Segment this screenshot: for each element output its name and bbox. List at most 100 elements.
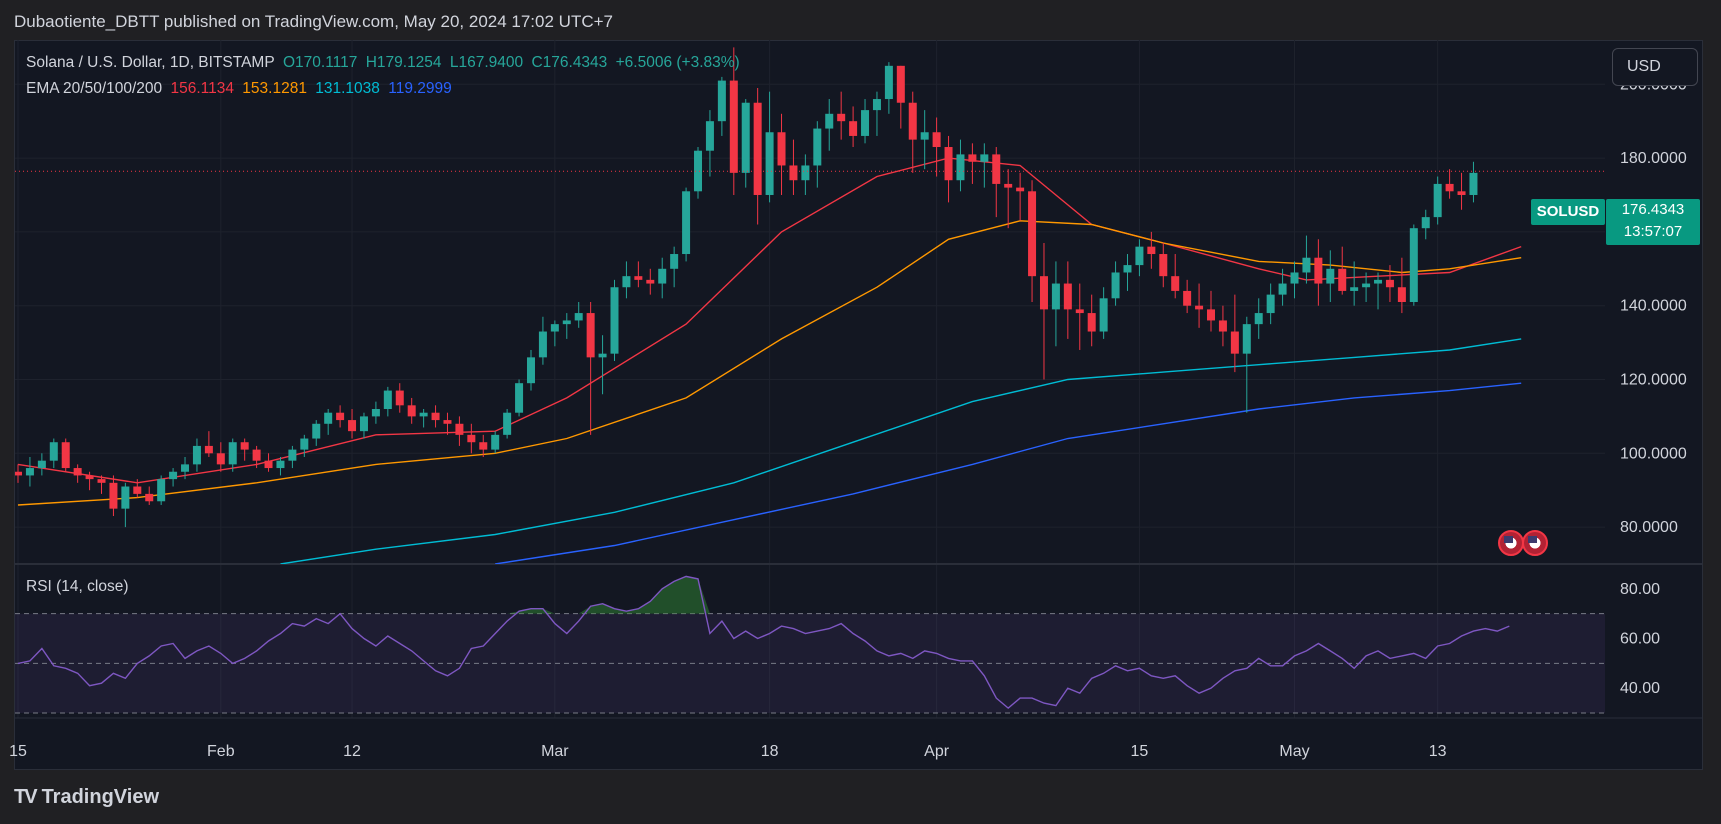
candle-body	[920, 132, 929, 140]
candle-body	[204, 445, 213, 454]
last-price-value: 176.4343	[1621, 201, 1685, 218]
time-axis-label: Mar	[541, 743, 569, 760]
candle-body	[765, 132, 774, 195]
currency-button[interactable]: USD	[1612, 48, 1698, 86]
candle-body	[467, 434, 476, 443]
candle-body	[73, 468, 82, 476]
candle-body	[97, 479, 106, 483]
time-axis-label: 15	[1131, 743, 1149, 760]
candle-body	[992, 154, 1001, 184]
candle-body	[586, 313, 595, 358]
candle-body	[1397, 287, 1406, 302]
candle-body	[741, 102, 750, 173]
candle-body	[622, 276, 631, 288]
candle-body	[479, 442, 488, 450]
candle-body	[646, 279, 655, 284]
candle-body	[383, 390, 392, 410]
candle-body	[813, 128, 822, 166]
candle-body	[1111, 272, 1120, 299]
candle-body	[538, 331, 547, 358]
candle-body	[1254, 313, 1263, 325]
candle-body	[1207, 309, 1215, 321]
candle-body	[753, 102, 762, 195]
candle-body	[37, 460, 46, 469]
tradingview-brand[interactable]: TV TradingView	[14, 786, 159, 809]
candle-body	[216, 453, 225, 465]
candle-body	[526, 357, 535, 384]
candle-body	[1159, 254, 1168, 277]
candle-body	[133, 486, 142, 494]
candle-body	[240, 442, 249, 450]
candle-body	[825, 113, 834, 129]
chart-frame[interactable]	[14, 40, 1703, 770]
rsi-legend[interactable]: RSI (14, close)	[26, 578, 133, 596]
ema100-value: 131.1038	[315, 80, 380, 97]
us-flag-icon[interactable]	[1498, 530, 1524, 556]
price-axis-label: 180.0000	[1620, 150, 1687, 167]
candle-body	[49, 442, 58, 461]
ema50-value: 153.1281	[242, 80, 307, 97]
time-axis-label: 18	[761, 743, 779, 760]
candle-body	[407, 405, 416, 417]
candle-body	[1075, 309, 1084, 314]
low-value: L167.9400	[449, 54, 524, 71]
symbol-tag: SOLUSD	[1531, 199, 1605, 225]
candle-body	[1051, 283, 1060, 310]
candle-body	[550, 324, 559, 332]
rsi-line	[17, 575, 1510, 710]
rsi-overbought-fill	[507, 608, 555, 614]
rsi-overbought-fill	[578, 576, 710, 614]
candle-body	[884, 65, 893, 100]
candle-body	[801, 165, 810, 181]
candle-body	[145, 493, 154, 502]
price-axis-label: 120.0000	[1620, 371, 1687, 388]
candle-body	[1314, 257, 1323, 284]
candle-body	[980, 154, 989, 162]
change-value: +6.5006 (+3.83%)	[615, 54, 740, 71]
candle-body	[1028, 191, 1037, 277]
time-axis-label: 15	[9, 743, 27, 760]
price-axis-label: 80.0000	[1620, 519, 1678, 536]
candle-body	[610, 287, 619, 354]
candle-body	[956, 154, 965, 181]
candle-body	[1409, 228, 1418, 302]
candle-body	[25, 468, 34, 476]
candle-body	[1350, 287, 1359, 291]
candle-body	[789, 165, 798, 181]
us-flag-icon[interactable]	[1522, 530, 1548, 556]
candle-body	[1242, 324, 1251, 354]
candle-body	[264, 460, 273, 469]
last-price-tag: 176.4343 13:57:07	[1606, 199, 1700, 245]
candle-body	[1266, 294, 1275, 314]
candle-body	[658, 268, 667, 284]
candle-body	[1039, 276, 1048, 310]
candle-body	[598, 353, 607, 358]
bar-countdown: 13:57:07	[1623, 223, 1683, 240]
high-value: H179.1254	[365, 54, 442, 71]
rsi-label: RSI (14, close)	[26, 578, 129, 595]
candle-body	[1290, 272, 1299, 284]
candle-body	[729, 80, 738, 173]
candle-body	[431, 412, 440, 421]
candle-body	[1016, 187, 1025, 192]
time-axis-label: 13	[1429, 743, 1447, 760]
candle-body	[777, 132, 786, 166]
candle-body	[1445, 183, 1454, 192]
ema-label: EMA 20/50/100/200	[26, 80, 163, 97]
candle-body	[1218, 320, 1227, 332]
candle-body	[1278, 283, 1287, 295]
ema-legend[interactable]: EMA 20/50/100/200 156.1134 153.1281 131.…	[26, 80, 456, 98]
open-value: O170.1117	[282, 54, 358, 71]
symbol-label[interactable]: Solana / U.S. Dollar, 1D, BITSTAMP	[26, 54, 275, 71]
candle-body	[1087, 313, 1096, 332]
candle-body	[1123, 265, 1132, 273]
candle-body	[61, 442, 70, 469]
price-axis-label: 140.0000	[1620, 298, 1687, 315]
candle-body	[682, 191, 691, 255]
time-axis-label: 12	[343, 743, 361, 760]
candle-body	[443, 420, 452, 424]
candle-body	[181, 464, 190, 472]
candle-body	[515, 383, 524, 413]
brand-name: TradingView	[41, 786, 160, 808]
